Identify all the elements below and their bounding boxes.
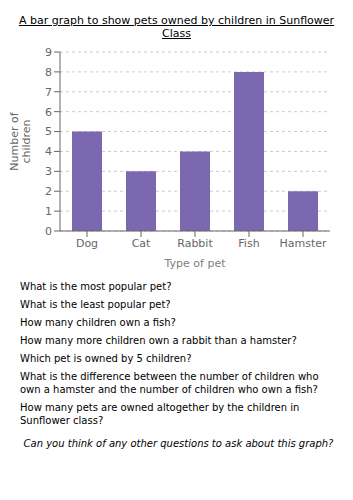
svg-text:3: 3: [45, 165, 52, 178]
html-text:How many children own a fish?: How many children own a fish?: [20, 317, 176, 328]
svg-text:0: 0: [45, 225, 52, 238]
svg-text:6: 6: [45, 106, 52, 119]
svg-text:Type of pet: Type of pet: [164, 257, 227, 270]
svg-text:1: 1: [45, 205, 52, 218]
html-text:Which pet is owned by 5 childr: Which pet is owned by 5 children?: [20, 353, 192, 364]
html-text:What is the most popular pet?: What is the most popular pet?: [20, 281, 172, 292]
svg-text:Fish: Fish: [238, 237, 259, 250]
svg-text:7: 7: [45, 86, 52, 99]
svg-text:Hamster: Hamster: [279, 237, 327, 250]
html-text:What is the least popular pet?: What is the least popular pet?: [20, 299, 171, 310]
svg-text:Rabbit: Rabbit: [177, 237, 213, 250]
html-text:A bar graph to show pets owned: A bar graph to show pets owned by childr…: [18, 14, 335, 40]
html-text:How many pets are owned altoge: How many pets are owned altogether by th…: [20, 402, 300, 426]
svg-text:2: 2: [45, 185, 52, 198]
svg-text:5: 5: [45, 125, 52, 138]
svg-text:4: 4: [45, 145, 52, 158]
svg-text:Number ofchildren: Number ofchildren: [8, 111, 33, 170]
svg-text:8: 8: [45, 66, 52, 79]
html-text:How many more children own a r: How many more children own a rabbit than…: [20, 335, 297, 346]
svg-text:9: 9: [45, 46, 52, 59]
html-text:What is the difference between: What is the difference between the numbe…: [20, 371, 319, 395]
svg-text:Cat: Cat: [132, 237, 151, 250]
svg-text:Dog: Dog: [76, 237, 98, 250]
html-text:Can you think of any other que: Can you think of any other questions to …: [23, 438, 334, 449]
